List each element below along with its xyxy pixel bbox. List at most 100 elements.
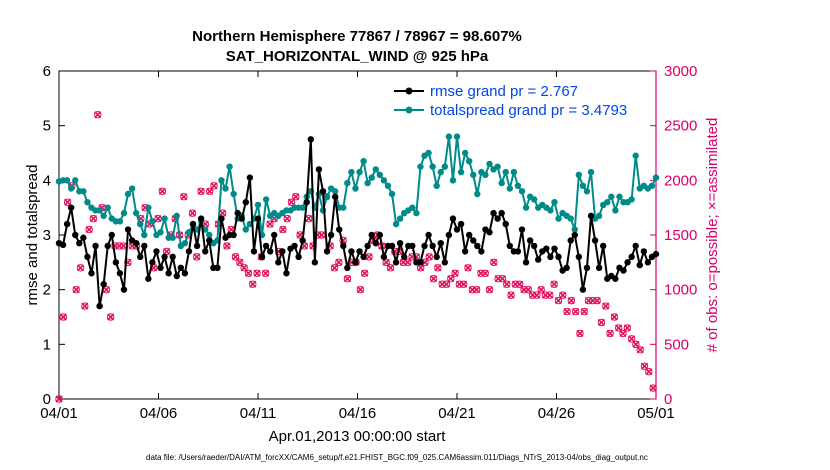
rmse-point: [437, 240, 444, 247]
x-tick-label: 04/21: [438, 405, 476, 422]
obs-possible-marker: [261, 269, 270, 277]
spread-point: [579, 182, 587, 189]
rmse-point: [76, 240, 83, 247]
spread-point: [84, 199, 91, 206]
spread-point: [124, 190, 132, 198]
legend-rmse-marker: [405, 87, 413, 95]
obs-assimilated-marker: [481, 269, 489, 277]
legend-rmse-label: rmse grand pr = 2.767: [430, 83, 578, 100]
obs-assimilated-marker: [72, 286, 80, 294]
obs-assimilated-marker: [619, 329, 627, 337]
rmse-point: [449, 215, 457, 222]
obs-assimilated-marker: [244, 269, 252, 277]
obs-assimilated-marker: [533, 291, 541, 299]
obs-assimilated-marker: [231, 253, 240, 261]
obs-possible-marker: [158, 187, 167, 195]
obs-assimilated-marker: [335, 258, 343, 266]
obs-possible-marker: [606, 329, 614, 338]
rmse-point: [96, 302, 103, 310]
obs-possible-marker: [292, 193, 300, 201]
rmse-point: [624, 259, 631, 266]
spread-point: [518, 188, 526, 195]
obs-possible-marker: [434, 264, 442, 272]
spread-point: [506, 185, 513, 192]
spread-point: [437, 168, 444, 176]
obs-assimilated-marker: [81, 302, 89, 310]
rmse-point: [453, 226, 461, 233]
obs-possible-marker: [554, 296, 563, 305]
chart-subtitle: SAT_HORIZONTAL_WIND @ 925 hPa: [226, 48, 489, 65]
rmse-point: [502, 220, 509, 228]
rmse-point: [214, 264, 221, 271]
rmse-point: [266, 248, 274, 255]
obs-assimilated-marker: [55, 395, 63, 403]
spread-point: [575, 171, 583, 179]
obs-assimilated-marker: [287, 198, 296, 206]
rmse-point: [206, 237, 213, 244]
obs-assimilated-marker: [563, 307, 571, 316]
spread-point: [344, 179, 351, 187]
obs-possible-marker: [154, 214, 162, 223]
obs-possible-marker: [249, 280, 257, 288]
right-y-tick-label: 1500: [664, 227, 697, 244]
obs-assimilated-marker: [649, 384, 657, 392]
obs-possible-marker: [89, 214, 98, 223]
rmse-point: [360, 253, 367, 261]
obs-possible-marker: [571, 307, 580, 316]
x-tick-label: 04/06: [140, 405, 178, 422]
obs-possible-marker: [559, 291, 567, 299]
obs-possible-marker: [537, 285, 545, 294]
obs-assimilated-marker: [386, 264, 395, 272]
rmse-point: [323, 248, 331, 255]
spread-point: [392, 220, 400, 228]
rmse-point: [108, 231, 115, 239]
legend-spread-marker: [405, 106, 413, 114]
x-tick-label: 04/11: [240, 405, 276, 422]
rmse-point: [352, 259, 359, 266]
spread-point: [571, 226, 578, 233]
rmse-point: [579, 286, 587, 293]
spread-point: [331, 188, 339, 195]
obs-assimilated-marker: [158, 187, 166, 195]
obs-possible-marker: [382, 258, 390, 267]
obs-assimilated-marker: [485, 286, 494, 294]
obs-possible-marker: [515, 280, 524, 288]
obs-possible-marker: [231, 253, 240, 261]
obs-possible-marker: [447, 275, 455, 283]
rmse-point: [543, 245, 550, 252]
rmse-point: [185, 248, 193, 255]
rmse-point: [640, 248, 648, 255]
obs-assimilated-marker: [632, 340, 640, 348]
rmse-point: [547, 253, 554, 261]
spread-point: [567, 215, 574, 222]
rmse-point: [120, 286, 128, 293]
rmse-point: [409, 242, 416, 250]
obs-assimilated-marker: [154, 215, 162, 223]
obs-assimilated-marker: [197, 187, 205, 195]
spread-point: [173, 212, 180, 220]
obs-assimilated-marker: [89, 215, 98, 223]
obs-assimilated-marker: [210, 182, 218, 190]
obs-possible-marker: [550, 280, 558, 288]
rmse-point: [157, 264, 164, 271]
rmse-point: [63, 220, 71, 228]
obs-assimilated-marker: [645, 368, 653, 376]
obs-possible-marker: [81, 302, 89, 310]
rmse-point: [380, 253, 388, 261]
obs-assimilated-marker: [266, 220, 274, 228]
rmse-point: [344, 264, 351, 271]
rmse-point: [514, 248, 522, 255]
rmse-point: [279, 248, 286, 255]
spread-point: [230, 190, 237, 198]
spread-point: [116, 218, 124, 225]
obs-possible-marker: [317, 231, 326, 239]
rmse-point: [311, 259, 319, 266]
obs-possible-marker: [619, 329, 627, 338]
obs-possible-marker: [640, 362, 649, 370]
spread-point: [425, 149, 432, 157]
spread-point: [652, 174, 660, 181]
rmse-point: [429, 242, 436, 250]
rmse-point: [124, 226, 132, 233]
obs-assimilated-marker: [602, 302, 610, 310]
obs-assimilated-marker: [206, 187, 214, 195]
